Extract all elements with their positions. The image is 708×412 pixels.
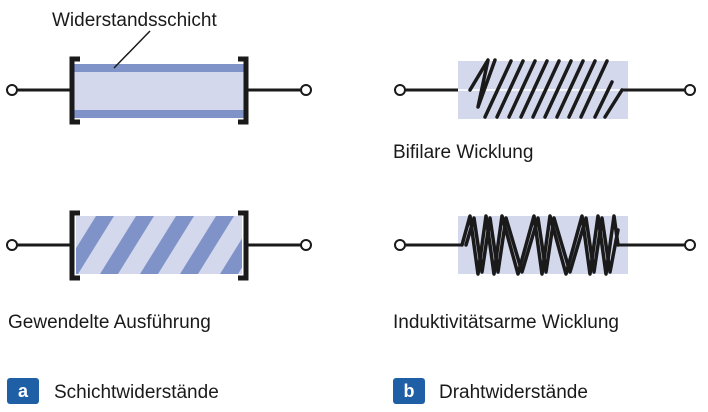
resistor-body: [74, 64, 244, 118]
spiral-resistor: Gewendelte Ausführung: [6, 210, 312, 333]
caption-b-badge: [393, 378, 425, 404]
terminal-right: [300, 239, 312, 251]
caption-b: b Drahtwiderstände: [393, 378, 588, 404]
terminal-right: [300, 84, 312, 96]
bifilar-winding: [468, 58, 624, 119]
terminal-left: [6, 239, 18, 251]
winding-path: [464, 216, 620, 274]
caption-a: a Schichtwiderstände: [7, 378, 219, 404]
low-inductance-label: Induktivitätsarme Wicklung: [393, 312, 619, 333]
spiral-stripe: [220, 238, 242, 274]
winding-turn: [567, 59, 597, 119]
winding-turn: [603, 88, 624, 119]
spiral-stripe: [76, 216, 114, 274]
caption-b-badge-letter: b: [404, 381, 415, 401]
spiral-stripe: [140, 216, 194, 274]
winding-turn: [543, 59, 573, 119]
film-layer-top: [74, 64, 244, 72]
winding-turn: [579, 59, 609, 119]
spiral-stripe: [180, 216, 234, 274]
winding-turn: [531, 59, 561, 119]
winding-turn: [593, 80, 614, 119]
spiral-stripe: [100, 216, 154, 274]
winding-turn: [519, 59, 549, 119]
film-layer-bottom: [74, 110, 244, 118]
caption-a-badge-letter: a: [18, 381, 29, 401]
bifilar-label: Bifilare Wicklung: [393, 142, 533, 163]
terminal-left: [394, 84, 406, 96]
cap-right: [238, 210, 249, 281]
film-layer-pointer: [113, 30, 151, 69]
spiral-stripes: [76, 216, 242, 274]
low-inductance-resistor: Induktivitätsarme Wicklung: [393, 214, 696, 333]
caption-a-badge: [7, 378, 39, 404]
terminal-left: [394, 239, 406, 251]
cap-left: [69, 56, 80, 125]
film-layer-label: Widerstandsschicht: [52, 10, 217, 31]
film-resistor: Widerstandsschicht: [6, 10, 312, 125]
cap-left: [69, 210, 80, 281]
terminal-right: [684, 239, 696, 251]
winding-turn: [483, 59, 513, 119]
terminal-left: [6, 84, 18, 96]
spiral-version-label: Gewendelte Ausführung: [8, 312, 211, 333]
bifilar-resistor: Bifilare Wicklung: [393, 58, 696, 163]
winding-fold: [468, 58, 497, 109]
terminal-right: [684, 84, 696, 96]
winding-turn: [555, 59, 585, 119]
caption-b-text: Drahtwiderstände: [439, 382, 588, 403]
cap-right: [238, 56, 249, 125]
zigzag-winding: [460, 214, 620, 276]
winding-turn: [495, 59, 525, 119]
caption-a-text: Schichtwiderstände: [54, 382, 219, 403]
winding-turn: [507, 59, 537, 119]
